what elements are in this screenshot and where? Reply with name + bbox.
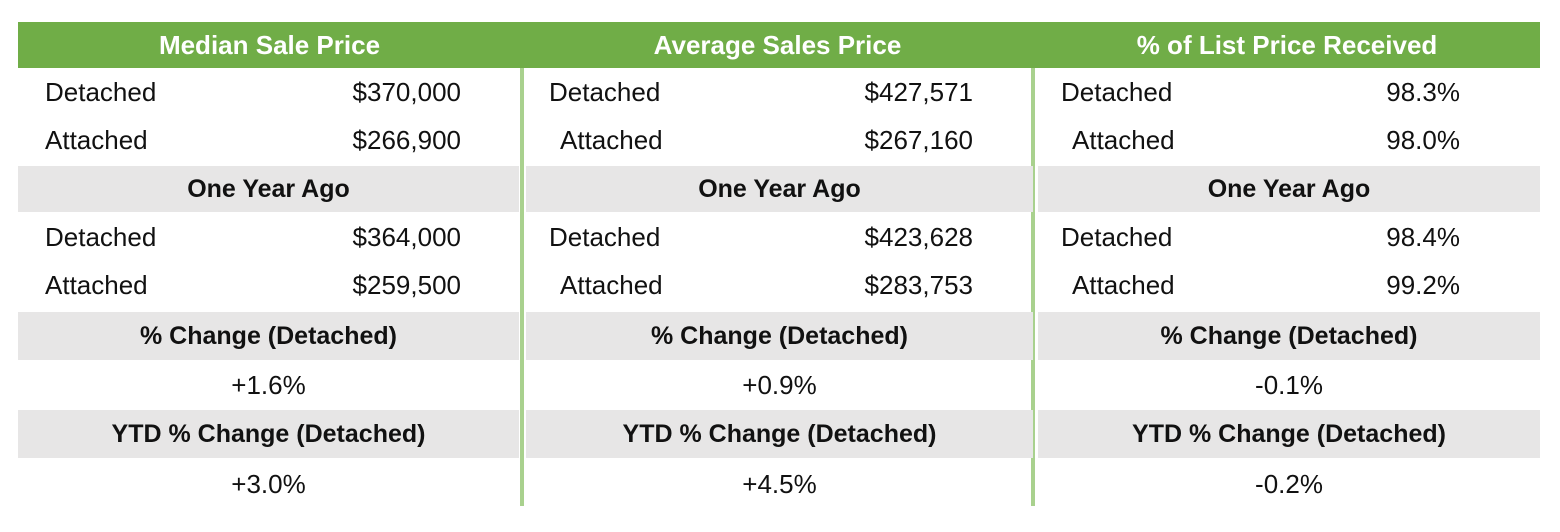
row-value: $423,628 bbox=[864, 221, 973, 252]
row-value: 99.2% bbox=[1386, 269, 1460, 300]
section-header: YTD % Change (Detached) bbox=[1038, 410, 1540, 458]
panel-title: Median Sale Price bbox=[158, 29, 381, 60]
section-header: % Change (Detached) bbox=[1038, 312, 1540, 360]
panel-title: Average Sales Price bbox=[653, 29, 902, 60]
section-header: % Change (Detached) bbox=[526, 312, 1033, 360]
section-header: One Year Ago bbox=[526, 166, 1033, 212]
change-value: +0.9% bbox=[742, 369, 817, 400]
separator bbox=[1031, 68, 1035, 506]
row-value: $266,900 bbox=[352, 124, 461, 155]
row-label: Detached bbox=[549, 76, 661, 107]
row-value: $427,571 bbox=[864, 76, 973, 107]
row-label: Attached bbox=[560, 124, 663, 155]
section-header: YTD % Change (Detached) bbox=[18, 410, 519, 458]
row-value: $370,000 bbox=[352, 76, 461, 107]
row-label: Detached bbox=[1061, 76, 1173, 107]
row-label: Attached bbox=[1072, 269, 1175, 300]
row-value: 98.0% bbox=[1386, 124, 1460, 155]
row-label: Detached bbox=[549, 221, 661, 252]
row-label: Attached bbox=[1072, 124, 1175, 155]
row-value: $364,000 bbox=[352, 221, 461, 252]
row-label: Detached bbox=[45, 221, 157, 252]
row-label: Attached bbox=[45, 269, 148, 300]
header-bar bbox=[18, 22, 1540, 68]
row-label: Attached bbox=[560, 269, 663, 300]
row-value: 98.4% bbox=[1386, 221, 1460, 252]
change-value: +1.6% bbox=[231, 369, 306, 400]
row-label: Attached bbox=[45, 124, 148, 155]
row-label: Detached bbox=[1061, 221, 1173, 252]
change-value: -0.1% bbox=[1255, 369, 1323, 400]
row-value: $283,753 bbox=[864, 269, 973, 300]
ytd-value: -0.2% bbox=[1255, 468, 1323, 499]
separator bbox=[520, 68, 524, 506]
row-label: Detached bbox=[45, 76, 157, 107]
panel-title: % of List Price Received bbox=[1136, 29, 1438, 60]
row-value: $267,160 bbox=[864, 124, 973, 155]
section-header: One Year Ago bbox=[1038, 166, 1540, 212]
ytd-value: +4.5% bbox=[742, 468, 817, 499]
section-header: % Change (Detached) bbox=[18, 312, 519, 360]
section-header: YTD % Change (Detached) bbox=[526, 410, 1033, 458]
row-value: 98.3% bbox=[1386, 76, 1460, 107]
section-header: One Year Ago bbox=[18, 166, 519, 212]
ytd-value: +3.0% bbox=[231, 468, 306, 499]
row-value: $259,500 bbox=[352, 269, 461, 300]
